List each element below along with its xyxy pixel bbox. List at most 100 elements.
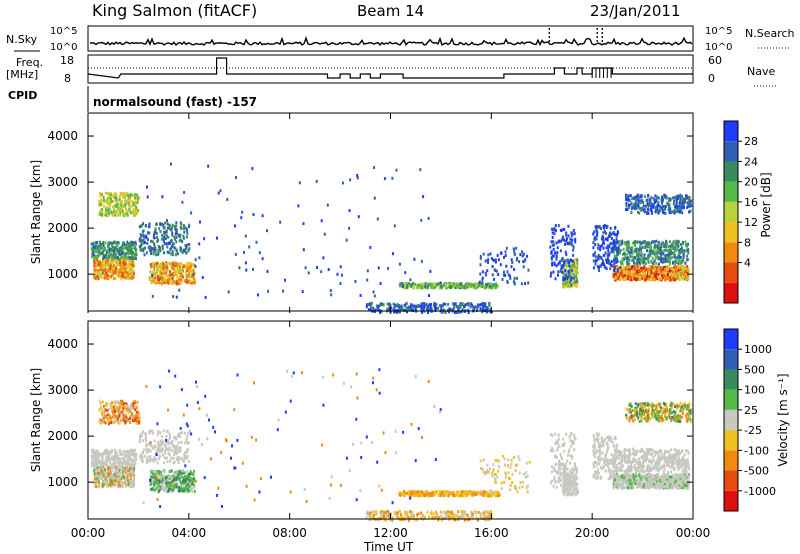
scatter-point [157, 486, 160, 490]
scatter-point [248, 245, 251, 249]
scatter-point [126, 407, 129, 411]
scatter-point [668, 262, 671, 266]
scatter-point [625, 202, 628, 206]
scatter-point [503, 255, 505, 259]
scatter-point [125, 468, 128, 472]
scatter-point [165, 440, 168, 444]
scatter-point [188, 263, 191, 267]
scatter-point [181, 481, 184, 485]
scatter-point [613, 247, 616, 251]
scatter-point [188, 243, 191, 246]
scatter-point [675, 245, 678, 249]
scatter-point [121, 461, 124, 465]
scatter-point [172, 295, 175, 299]
scatter-point [103, 256, 106, 259]
scatter-point [168, 432, 171, 436]
scatter-point [149, 270, 152, 274]
scatter-point [105, 207, 107, 211]
scatter-point [190, 486, 193, 490]
scatter-point [572, 281, 575, 285]
scatter-point [176, 273, 178, 277]
scatter-point [654, 267, 657, 271]
scatter-point [119, 263, 122, 267]
scatter-point [98, 477, 101, 480]
scatter-point [604, 266, 607, 269]
scatter-point [633, 197, 636, 201]
scatter-point [427, 216, 430, 220]
scatter-point [488, 304, 491, 307]
scatter-point [119, 484, 121, 488]
scatter-point [156, 261, 158, 265]
scatter-point [661, 273, 663, 277]
scatter-point [192, 473, 195, 477]
scatter-point [560, 239, 562, 243]
scatter-point [422, 283, 425, 287]
scatter-point [630, 211, 633, 214]
scatter-point [407, 307, 410, 311]
scatter-point [149, 429, 152, 433]
scatter-point [179, 447, 182, 451]
scatter-point [496, 253, 499, 257]
scatter-point [623, 256, 626, 260]
scatter-point [95, 262, 98, 265]
scatter-point [98, 472, 101, 476]
scatter-point [94, 245, 97, 249]
scatter-point [171, 245, 174, 248]
scatter-point [207, 164, 210, 168]
scatter-point [124, 453, 127, 457]
scatter-point [97, 247, 99, 251]
noise-tick-high-right: 10^5 [705, 26, 732, 37]
scatter-point [154, 265, 157, 269]
scatter-point [682, 255, 685, 259]
scatter-point [131, 241, 134, 244]
scatter-point [683, 249, 686, 253]
scatter-point [379, 303, 382, 307]
scatter-point [680, 195, 683, 199]
scatter-point [98, 260, 101, 263]
scatter-point [679, 193, 682, 197]
scatter-point [98, 253, 101, 257]
scatter-point [163, 477, 166, 481]
scatter-point [632, 276, 635, 280]
scatter-point [175, 457, 178, 461]
scatter-point [567, 278, 570, 282]
scatter-point [129, 200, 132, 203]
scatter-point [653, 198, 656, 202]
scatter-point [119, 479, 122, 483]
scatter-point [562, 278, 565, 282]
scatter-point [116, 199, 119, 203]
scatter-point [527, 268, 530, 272]
scatter-point [369, 245, 372, 249]
scatter-point [125, 402, 128, 406]
scatter-point [610, 236, 613, 240]
scatter-point [167, 281, 170, 285]
scatter-point [103, 265, 106, 269]
scatter-point [185, 235, 188, 239]
scatter-point [132, 464, 135, 468]
scatter-point [623, 274, 626, 278]
scatter-point [170, 489, 173, 493]
scatter-point [153, 268, 156, 272]
scatter-point [121, 192, 124, 196]
scatter-point [97, 263, 100, 267]
scatter-point [175, 228, 178, 232]
scatter-point [473, 308, 476, 312]
scatter-point [123, 213, 126, 217]
scatter-point [117, 209, 120, 213]
scatter-point [154, 227, 157, 231]
scatter-point [99, 420, 102, 424]
scatter-point [649, 250, 652, 254]
scatter-point [108, 211, 111, 215]
scatter-point [141, 460, 144, 464]
scatter-point [219, 189, 222, 193]
scatter-point [176, 434, 179, 438]
scatter-point [163, 251, 166, 255]
scatter-point [157, 268, 159, 272]
scatter-point [114, 255, 117, 259]
scatter-point [657, 255, 660, 259]
scatter-point [105, 451, 108, 454]
scatter-point [168, 477, 171, 481]
scatter-point [150, 239, 152, 243]
scatter-point [131, 263, 134, 267]
scatter-point [99, 203, 102, 207]
